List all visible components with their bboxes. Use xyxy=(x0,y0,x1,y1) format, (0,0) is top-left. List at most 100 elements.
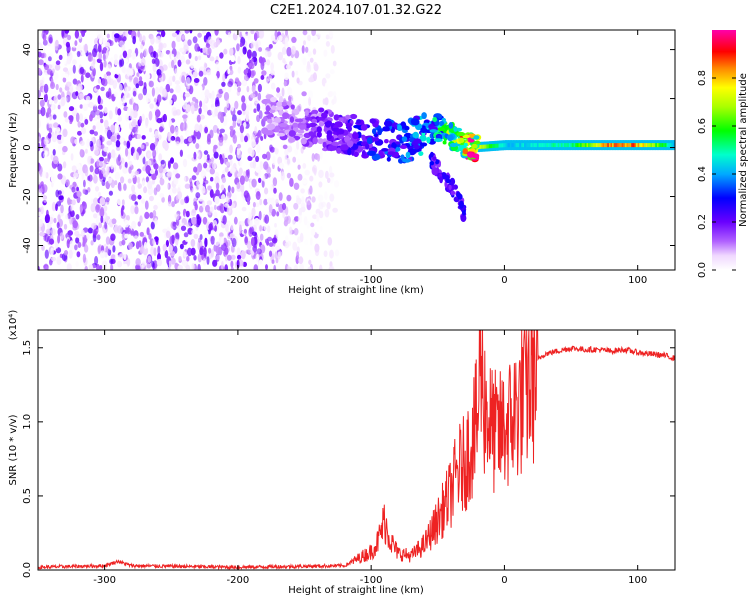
signal-blob xyxy=(453,126,458,132)
noise-blob xyxy=(214,107,219,117)
noise-blob xyxy=(171,32,178,38)
noise-blob xyxy=(141,135,146,140)
noise-blob xyxy=(156,117,163,124)
noise-blob xyxy=(127,152,131,161)
noise-blob xyxy=(156,69,162,76)
signal-core xyxy=(495,143,498,148)
noise-blob xyxy=(264,78,269,84)
noise-blob xyxy=(193,166,198,173)
signal-blob xyxy=(467,138,475,143)
noise-blob xyxy=(93,131,98,137)
noise-blob xyxy=(194,55,198,62)
noise-blob xyxy=(257,83,262,93)
noise-blob xyxy=(222,86,227,92)
noise-blob xyxy=(147,255,152,263)
noise-blob xyxy=(128,242,133,250)
noise-blob xyxy=(287,145,293,153)
noise-blob xyxy=(185,264,191,270)
noise-blob xyxy=(103,73,108,79)
noise-blob xyxy=(198,237,201,243)
signal-core xyxy=(533,143,536,148)
noise-blob xyxy=(107,154,111,162)
noise-blob xyxy=(139,231,144,237)
noise-blob xyxy=(223,91,230,101)
noise-blob xyxy=(126,140,131,149)
noise-blob xyxy=(209,168,215,175)
signal-core xyxy=(596,143,599,148)
signal-core xyxy=(556,143,559,148)
noise-blob xyxy=(66,55,72,65)
noise-blob xyxy=(291,219,295,226)
noise-blob xyxy=(298,256,304,265)
noise-blob xyxy=(307,51,312,57)
noise-blob xyxy=(142,166,147,172)
noise-blob xyxy=(267,236,273,242)
noise-blob xyxy=(308,77,314,83)
noise-blob xyxy=(191,104,195,115)
signal-blob xyxy=(456,131,466,137)
noise-blob xyxy=(109,258,114,265)
noise-blob xyxy=(239,175,245,185)
noise-blob xyxy=(76,251,81,258)
noise-blob xyxy=(306,63,312,73)
noise-blob xyxy=(231,186,235,194)
snr-y-scale-label: (x10⁴) xyxy=(8,310,19,341)
noise-blob xyxy=(103,107,108,114)
noise-blob xyxy=(98,37,103,45)
signal-core xyxy=(631,143,634,148)
noise-blob xyxy=(311,196,316,203)
noise-blob xyxy=(241,79,248,87)
signal-core xyxy=(592,143,596,148)
noise-blob xyxy=(94,78,98,84)
noise-blob xyxy=(300,188,305,194)
noise-blob xyxy=(229,47,234,56)
noise-blob xyxy=(92,125,96,131)
noise-blob xyxy=(284,242,290,249)
noise-blob xyxy=(41,30,45,39)
noise-blob xyxy=(251,70,256,77)
noise-blob xyxy=(166,171,173,178)
noise-blob xyxy=(57,104,61,110)
signal-core xyxy=(660,143,663,148)
noise-blob xyxy=(217,111,223,120)
noise-blob xyxy=(261,70,267,76)
noise-blob xyxy=(98,222,102,229)
noise-blob xyxy=(182,121,188,132)
noise-blob xyxy=(179,89,183,99)
signal-core xyxy=(484,144,487,149)
noise-blob xyxy=(247,62,252,68)
noise-blob xyxy=(79,149,83,156)
noise-blob xyxy=(242,46,247,55)
signal-core xyxy=(671,143,674,148)
noise-blob xyxy=(154,137,158,147)
signal-core xyxy=(567,143,570,148)
noise-blob xyxy=(84,265,88,270)
noise-blob xyxy=(63,223,68,230)
noise-blob xyxy=(130,231,135,236)
noise-blob xyxy=(242,261,247,267)
noise-blob xyxy=(139,115,143,124)
noise-blob xyxy=(251,237,255,247)
signal-core xyxy=(639,143,642,148)
noise-blob xyxy=(198,70,204,77)
signal-core xyxy=(621,143,624,148)
noise-blob xyxy=(162,243,167,252)
noise-blob xyxy=(54,63,61,71)
noise-blob xyxy=(197,253,202,263)
signal-blob xyxy=(413,138,422,144)
noise-blob xyxy=(88,264,94,270)
noise-blob xyxy=(230,103,234,112)
noise-blob xyxy=(233,216,238,225)
signal-blob xyxy=(458,137,465,143)
noise-blob xyxy=(134,206,139,215)
noise-blob xyxy=(308,259,312,265)
signal-core xyxy=(514,143,517,148)
noise-blob xyxy=(84,43,88,53)
noise-blob xyxy=(98,156,104,162)
noise-blob xyxy=(190,209,197,217)
noise-blob xyxy=(320,150,323,160)
noise-blob xyxy=(325,170,329,179)
signal-blob xyxy=(276,101,282,107)
noise-blob xyxy=(77,121,81,128)
